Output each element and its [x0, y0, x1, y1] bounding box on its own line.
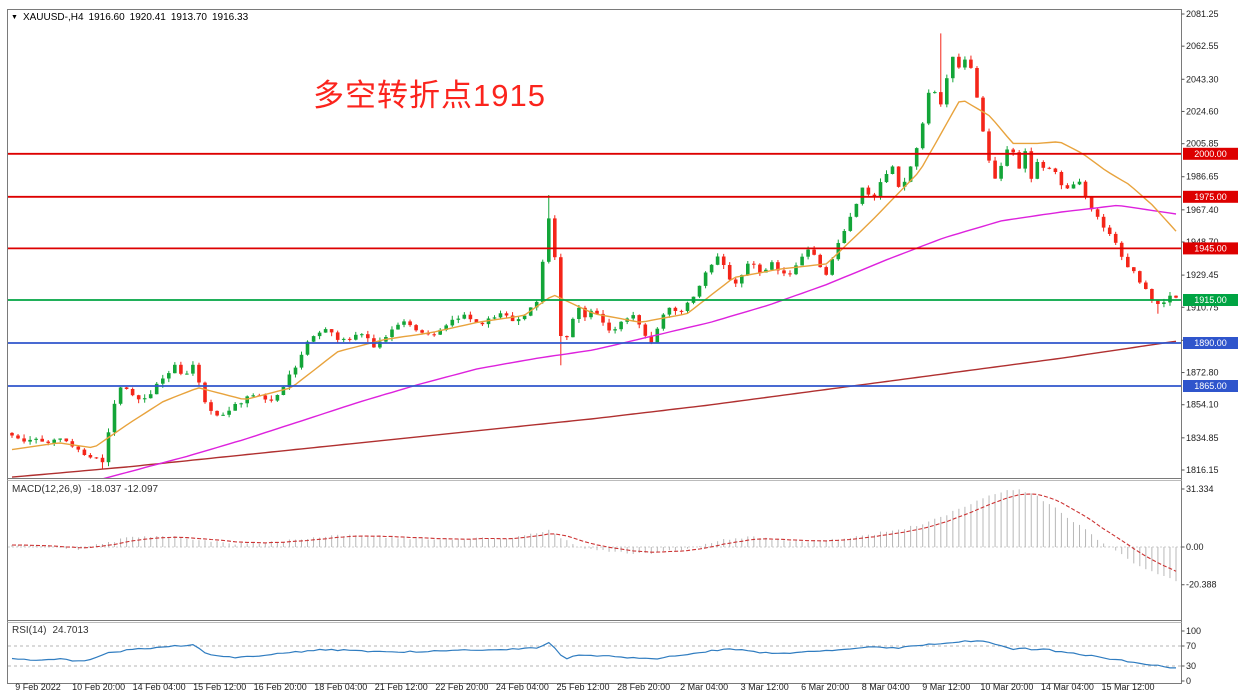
rsi-subwindow[interactable]	[8, 640, 1181, 669]
price-axis-label: 2081.25	[1186, 9, 1219, 19]
rsi-scale-label: 0	[1186, 676, 1191, 686]
rsi-scale-label: 100	[1186, 626, 1201, 636]
price-axis-label: 1986.65	[1186, 172, 1219, 182]
price-axis-label: 1967.40	[1186, 205, 1219, 215]
time-scale[interactable]: 9 Feb 2022 10 Feb 20:00 14 Feb 04:00 15 Feb…	[15, 682, 1154, 691]
price-tag-2000.00	[1183, 147, 1238, 160]
macd-signal-line	[11, 493, 1177, 572]
macd-scale-label: -20.388	[1186, 580, 1217, 590]
time-axis-label: 10 Mar 20:00	[980, 682, 1033, 691]
price-tag-label: 1945.00	[1194, 243, 1227, 253]
price-tag-1865.00	[1183, 380, 1238, 392]
time-axis-label: 9 Feb 2022	[15, 682, 61, 691]
price-tag-1890.00	[1183, 337, 1238, 349]
macd-subwindow[interactable]	[8, 489, 1181, 582]
rsi-scale-label: 30	[1186, 661, 1196, 671]
price-tag-label: 1890.00	[1194, 338, 1227, 348]
time-axis-label: 15 Feb 12:00	[193, 682, 246, 691]
price-axis-label: 2043.30	[1186, 74, 1219, 84]
collapse-arrow-icon[interactable]: ▼	[11, 14, 18, 21]
rsi-line	[11, 640, 1176, 669]
time-axis-label: 8 Mar 04:00	[862, 682, 910, 691]
symbol-period-label: XAUUSD-,H4	[22, 12, 84, 23]
rsi-scale-label: 70	[1186, 641, 1196, 651]
rsi-name: RSI(14)	[12, 625, 47, 636]
time-axis-label: 16 Feb 20:00	[254, 682, 307, 691]
macd-histogram	[11, 489, 1177, 582]
horizontal-levels[interactable]	[8, 152, 1181, 387]
price-axis-label: 1816.15	[1186, 465, 1219, 475]
ohlc-open: 1916.60	[88, 12, 125, 23]
time-axis-label: 21 Feb 12:00	[375, 682, 428, 691]
price-tag-1915.00	[1183, 294, 1238, 306]
ohlc-close: 1916.33	[211, 12, 249, 23]
time-axis-label: 25 Feb 12:00	[556, 682, 609, 691]
price-axis-label: 2005.85	[1186, 139, 1219, 149]
rsi-value: 24.7013	[52, 625, 89, 636]
price-tag-label: 2000.00	[1194, 149, 1227, 159]
time-axis-label: 15 Mar 12:00	[1101, 682, 1154, 691]
price-axis-label: 2062.55	[1186, 41, 1219, 51]
main-price-panel[interactable]	[10, 33, 1178, 503]
price-axis-label: 1910.75	[1186, 302, 1219, 312]
ma-slow-line	[11, 340, 1177, 478]
ma-fast-line	[11, 100, 1177, 451]
time-axis-label: 10 Feb 20:00	[72, 682, 125, 691]
time-axis-label: 6 Mar 20:00	[801, 682, 849, 691]
macd-scale-label: 31.334	[1186, 484, 1214, 494]
time-axis-label: 28 Feb 20:00	[617, 682, 670, 691]
ohlc-high: 1920.41	[129, 12, 166, 23]
level-price-tags[interactable]: 2000.00 1975.00 1945.00 1915.00 1890.00 1865.…	[1183, 147, 1238, 392]
time-axis-label: 18 Feb 04:00	[314, 682, 367, 691]
macd-scale-label: 0.00	[1186, 542, 1204, 552]
price-tag-1975.00	[1183, 190, 1238, 203]
time-axis-label: 14 Mar 04:00	[1041, 682, 1094, 691]
time-axis-label: 2 Mar 04:00	[680, 682, 728, 691]
price-axis-label: 1948.70	[1186, 237, 1219, 247]
price-axis-label: 2024.60	[1186, 106, 1219, 116]
rsi-indicator-label: RSI(14) 24.7013	[12, 625, 89, 636]
price-tag-label: 1915.00	[1194, 295, 1227, 305]
price-tag-label: 1975.00	[1194, 192, 1227, 202]
time-axis-label: 9 Mar 12:00	[922, 682, 970, 691]
price-tag-label: 1865.00	[1194, 381, 1227, 391]
ma-mid-line	[103, 204, 1177, 478]
ohlc-low: 1913.70	[170, 12, 207, 23]
panel-splitters[interactable]	[7, 478, 1182, 623]
price-axis-label: 1834.85	[1186, 433, 1219, 443]
price-axis-label: 1854.10	[1186, 400, 1219, 410]
symbol-info-bar: ▼ XAUUSD-,H4 1916.60 1920.41 1913.70 191…	[11, 12, 248, 23]
price-axis-label: 1929.45	[1186, 270, 1219, 280]
price-tag-1945.00	[1183, 242, 1238, 255]
time-axis-label: 22 Feb 20:00	[435, 682, 488, 691]
time-axis-label: 3 Mar 12:00	[741, 682, 789, 691]
chart-annotation[interactable]: 多空转折点1915	[313, 78, 546, 113]
panel-frames	[7, 9, 1182, 684]
price-scale[interactable]: 2081.25 2062.55 2043.30 2024.60 2005.85 1986.…	[1181, 9, 1219, 686]
time-axis-label: 14 Feb 04:00	[133, 682, 186, 691]
price-axis-label: 1872.80	[1186, 368, 1219, 378]
time-axis-label: 24 Feb 04:00	[496, 682, 549, 691]
macd-name: MACD(12,26,9)	[12, 484, 82, 495]
macd-values: -18.037 -12.097	[87, 484, 159, 495]
candlestick-series	[10, 33, 1178, 469]
macd-indicator-label: MACD(12,26,9) -18.037 -12.097	[12, 484, 158, 495]
